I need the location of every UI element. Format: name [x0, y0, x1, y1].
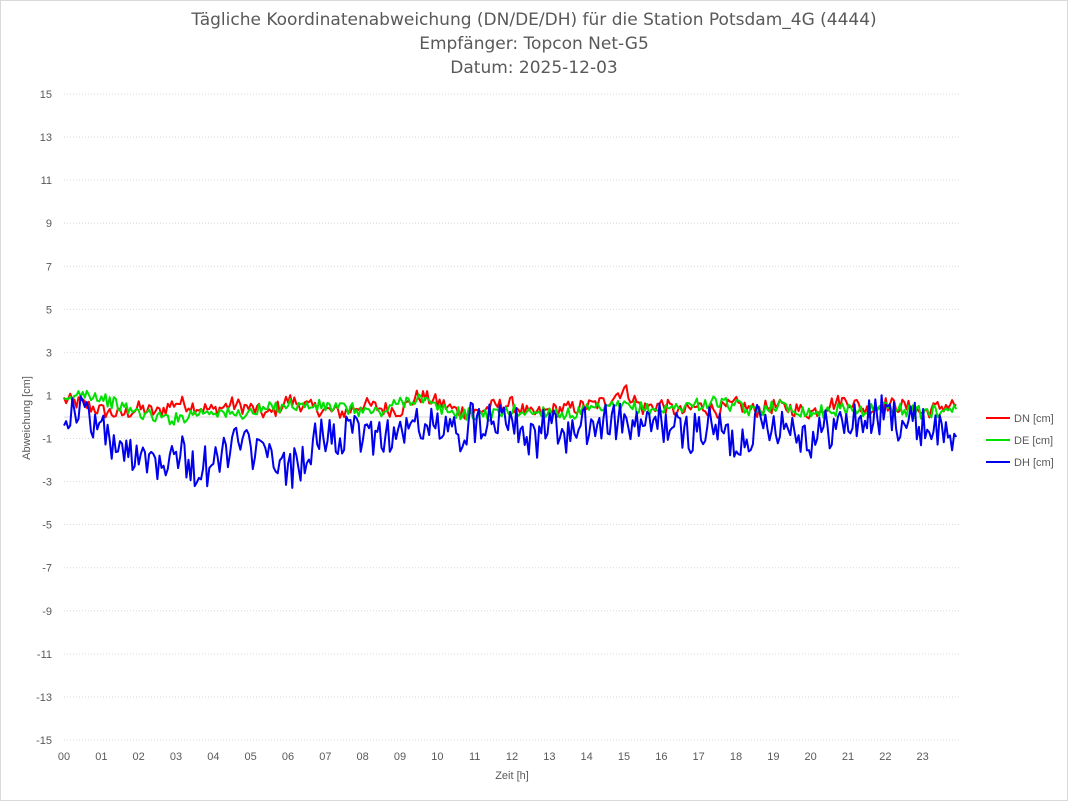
x-tick-label: 06	[282, 751, 294, 763]
y-tick-label: -13	[36, 692, 52, 704]
x-tick-label: 17	[693, 751, 705, 763]
x-tick-label: 01	[95, 751, 107, 763]
x-tick-label: 10	[431, 751, 443, 763]
y-tick-label: -1	[42, 434, 52, 446]
x-tick-label: 12	[506, 751, 518, 763]
x-tick-label: 14	[581, 751, 593, 763]
x-tick-label: 16	[655, 751, 667, 763]
y-tick-label: -15	[36, 735, 52, 747]
x-tick-label: 13	[543, 751, 555, 763]
y-tick-label: 9	[46, 218, 52, 230]
x-tick-label: 04	[207, 751, 219, 763]
chart-subtitle-receiver: Empfänger: Topcon Net-G5	[419, 34, 649, 54]
x-axis-label: Zeit [h]	[495, 770, 529, 782]
x-tick-label: 21	[842, 751, 854, 763]
x-axis-ticks: 00 01 02 03 04 05 06 07 08 09 10 11 12 13 14 15 16 17 18 19…	[58, 751, 929, 763]
y-tick-label: 13	[40, 132, 52, 144]
y-tick-label: -5	[42, 520, 52, 532]
legend-label: DE [cm]	[1014, 435, 1053, 447]
x-tick-label: 02	[133, 751, 145, 763]
y-tick-label: -3	[42, 477, 52, 489]
x-tick-label: 05	[245, 751, 257, 763]
x-tick-label: 11	[469, 751, 480, 763]
x-tick-label: 23	[917, 751, 929, 763]
x-tick-label: 08	[357, 751, 369, 763]
legend: DN [cm] DE [cm] DH [cm]	[986, 413, 1054, 469]
series-group	[63, 384, 958, 489]
legend-label: DH [cm]	[1014, 457, 1054, 469]
x-tick-label: 00	[58, 751, 70, 763]
chart-title: Tägliche Koordinatenabweichung (DN/DE/DH…	[191, 10, 877, 30]
y-tick-label: 3	[46, 347, 52, 359]
series-line-dn	[63, 384, 957, 420]
y-tick-label: 7	[46, 261, 52, 273]
x-tick-label: 19	[767, 751, 779, 763]
series-line-dh	[63, 394, 958, 489]
y-tick-label: -11	[37, 649, 52, 661]
x-tick-label: 03	[170, 751, 182, 763]
x-tick-label: 07	[319, 751, 331, 763]
x-tick-label: 18	[730, 751, 742, 763]
chart-subtitle-date: Datum: 2025-12-03	[450, 58, 618, 78]
y-tick-label: -7	[42, 563, 52, 575]
x-tick-label: 22	[879, 751, 891, 763]
y-tick-label: 1	[46, 390, 52, 402]
y-tick-label: -9	[42, 606, 52, 618]
gridlines	[64, 93, 960, 741]
y-tick-label: 11	[41, 175, 52, 187]
x-tick-label: 20	[805, 751, 817, 763]
legend-label: DN [cm]	[1014, 413, 1054, 425]
y-axis-label: Abweichung [cm]	[21, 376, 33, 460]
x-tick-label: 09	[394, 751, 406, 763]
y-tick-label: 5	[46, 304, 52, 316]
y-tick-label: 15	[40, 89, 52, 101]
y-axis-ticks: 15 13 11 9 7 5 3 1 -1 -3 -5 -7 -9 -11 -13 -15	[36, 89, 52, 747]
x-tick-label: 15	[618, 751, 630, 763]
